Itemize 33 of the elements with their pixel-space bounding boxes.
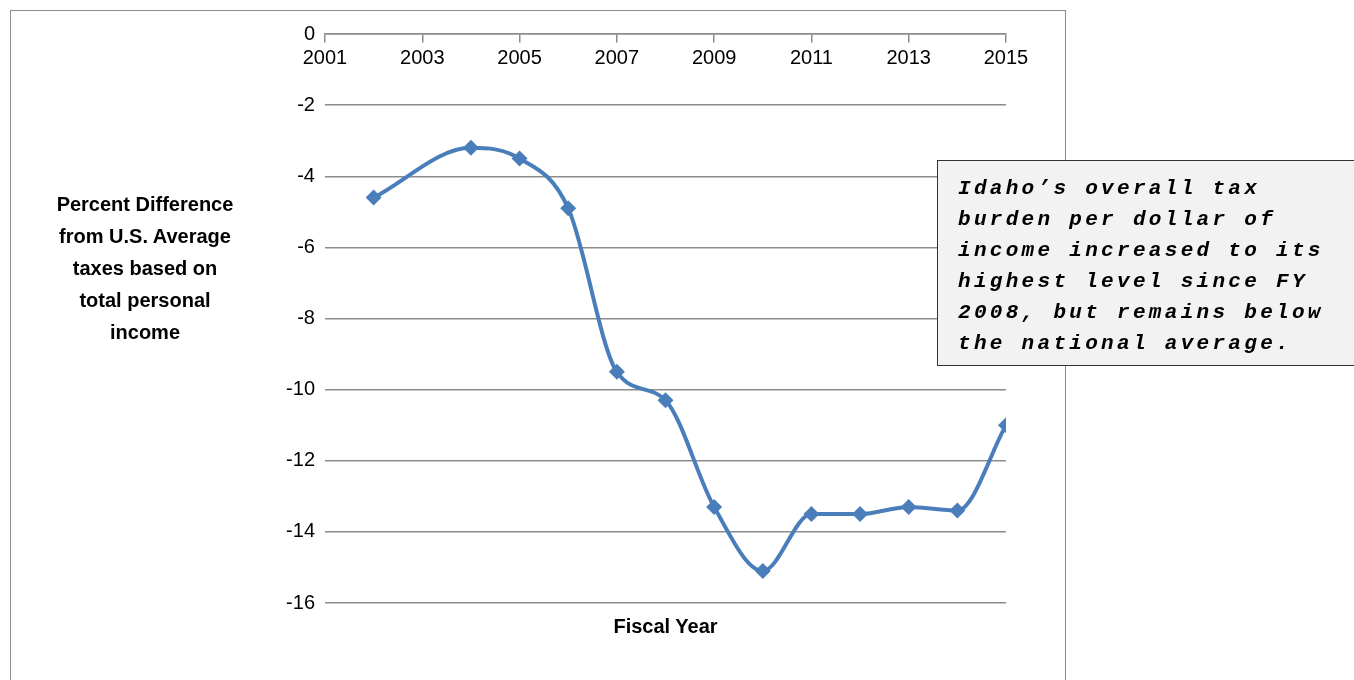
x-tick-label: 2015: [983, 45, 1029, 68]
point: [511, 150, 528, 167]
point: [462, 139, 479, 156]
point: [852, 506, 869, 523]
y-tick-label: -10: [286, 377, 315, 400]
y-tick-label: 0: [303, 21, 315, 44]
point: [754, 562, 771, 579]
text-box: Idaho’s overall tax burden per dollar of income increased to its highest level since FY 2008, but remains below the national average.: [937, 160, 1354, 366]
point: [706, 498, 723, 515]
point: [560, 200, 577, 217]
y-axis-title: Percent Difference from U.S. Average taxes based on total personal income: [55, 192, 235, 345]
y-tick-label: -6: [297, 234, 315, 257]
point: [365, 189, 382, 206]
y-tick-label: -4: [297, 163, 315, 186]
y-tick-label: -2: [297, 92, 315, 115]
x-tick-label: 2013: [886, 45, 931, 68]
point: [900, 498, 917, 515]
y-tick-label: -8: [297, 306, 315, 329]
x-tick-label: 2011: [789, 45, 833, 68]
point: [949, 502, 966, 519]
x-axis-title: Fiscal Year: [613, 614, 718, 637]
x-tick-label: 2009: [691, 45, 737, 68]
y-tick-label: -12: [286, 448, 315, 471]
point: [657, 392, 674, 409]
y-tick-label: -16: [286, 590, 315, 613]
point: [803, 506, 820, 523]
point: [608, 363, 625, 380]
x-tick-label: 2003: [400, 45, 445, 68]
annotation: Idaho’s overall tax burden per dollar of income increased to its highest level since FY 2008, but remains below the national average.: [958, 176, 1325, 357]
x-tick-label: 2001: [302, 45, 348, 68]
x-tick-label: 2007: [594, 45, 640, 68]
y-tick-label: -14: [286, 519, 315, 542]
x-tick-label: 2005: [497, 45, 542, 68]
